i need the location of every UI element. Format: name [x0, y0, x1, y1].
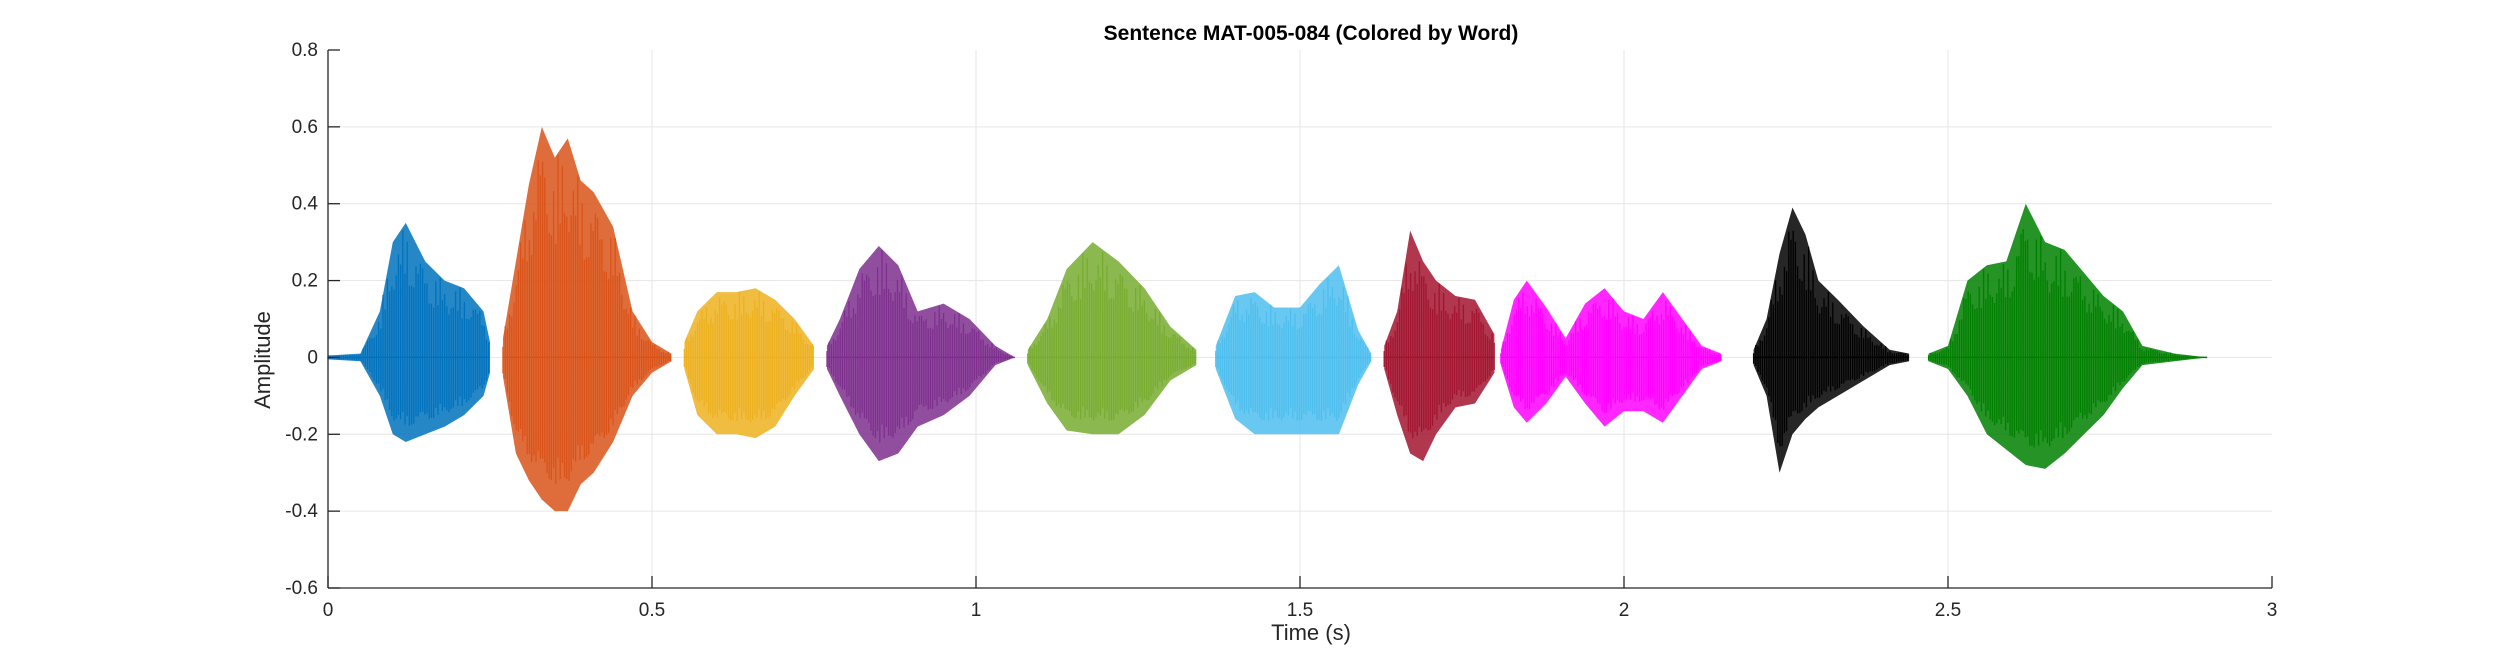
x-tick-label: 1: [971, 600, 982, 621]
y-tick-label: 0.2: [292, 271, 318, 292]
y-tick-label: -0.6: [285, 578, 318, 599]
waveform-segment-6: [1215, 265, 1372, 435]
waveform-segment-10: [1927, 203, 2208, 469]
x-tick-label: 1.5: [1287, 600, 1313, 621]
chart-title: Sentence MAT-005-084 (Colored by Word): [1104, 22, 1519, 45]
waveform-trace: [1383, 261, 1495, 439]
y-tick-label: 0.4: [292, 194, 319, 215]
y-tick-label: -0.2: [285, 424, 318, 445]
waveform-segment-3: [683, 288, 814, 439]
waveform-envelope: [826, 245, 1015, 462]
waveform-envelope: [1928, 203, 2208, 469]
y-axis-label: Amplitude: [250, 311, 275, 409]
waveform-segment-8: [1500, 280, 1722, 427]
x-tick-label: 3: [2267, 600, 2278, 621]
x-tick-label: 2: [1619, 600, 1630, 621]
x-tick-label: 0: [323, 600, 334, 621]
y-tick-label: 0.6: [292, 117, 318, 138]
x-tick-label: 2.5: [1935, 600, 1961, 621]
waveform-segment-5: [1027, 242, 1197, 435]
waveform-trace: [1215, 277, 1371, 421]
waveform-segment-9: [1752, 207, 1910, 473]
waveform-trace: [1500, 292, 1722, 414]
waveform-envelope: [1753, 207, 1910, 473]
waveform-segment-4: [826, 245, 1015, 462]
y-tick-label: 0: [307, 347, 318, 368]
y-tick-label: 0.8: [292, 40, 318, 61]
waveform-segment-7: [1383, 230, 1495, 462]
waveform-segment-2: [502, 126, 672, 512]
plot-area: [327, 126, 2208, 512]
x-axis-label: Time (s): [1271, 620, 1351, 645]
x-tick-label: 0.5: [639, 600, 665, 621]
waveform-segment-1: [327, 222, 490, 442]
y-tick-label: -0.4: [285, 501, 318, 522]
